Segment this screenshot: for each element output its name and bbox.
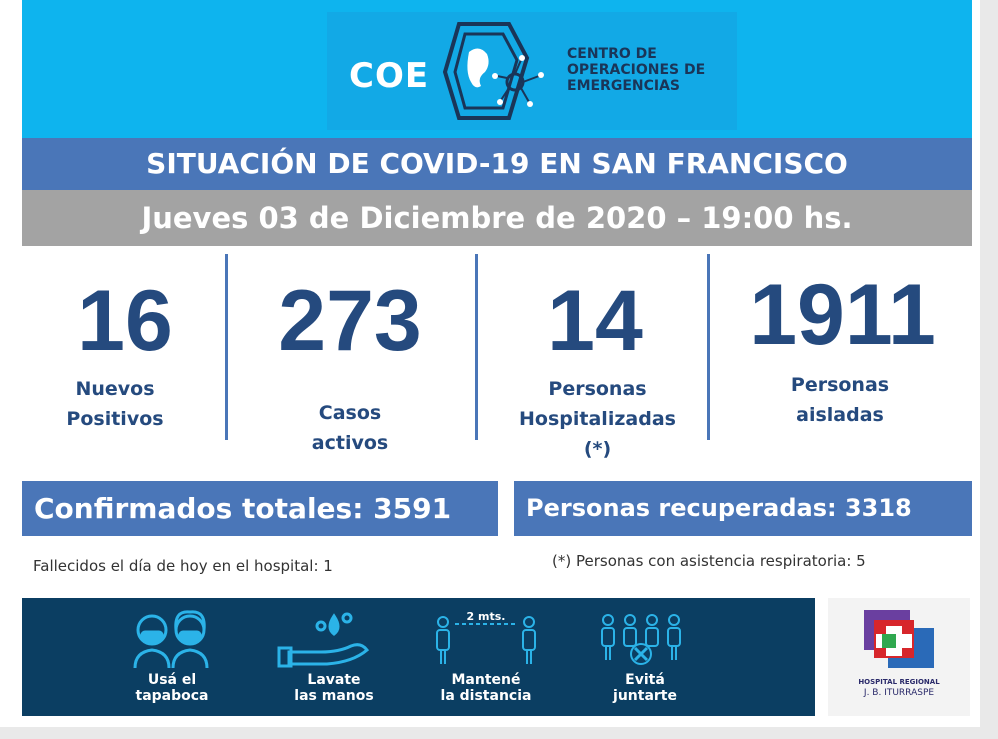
tip-lavate-label: Lavate las manos — [294, 672, 374, 704]
hospital-name-line-1: HOSPITAL REGIONAL — [858, 678, 940, 686]
virus-hexagon-icon — [442, 22, 544, 120]
header-banner: COE CENTRO DE OPERACIONES DE EMERGENCIAS — [22, 0, 972, 138]
stat-label-aisladas: Personas aisladas — [790, 374, 890, 426]
coe-logo: COE CENTRO DE OPERACIONES DE EMERGENCIAS — [327, 12, 737, 130]
mask-icon — [133, 610, 209, 669]
tip-distancia-label: Mantené la distancia — [440, 672, 532, 704]
tip-tapaboca: Usá el tapaboca — [97, 598, 247, 716]
distance-icon: 2 mts. — [436, 610, 536, 664]
confirmados-totales: Confirmados totales: 3591 — [22, 481, 498, 536]
org-name-line-3: EMERGENCIAS — [567, 78, 681, 94]
org-name-line-2: OPERACIONES DE — [567, 62, 706, 78]
stat-value-nuevos-positivos: 16 — [77, 273, 173, 369]
wash-hands-icon — [277, 612, 370, 668]
report-title: SITUACIÓN DE COVID-19 EN SAN FRANCISCO — [22, 138, 972, 190]
hospital-name-line-2: J. B. ITURRASPE — [863, 688, 935, 698]
personas-recuperadas: Personas recuperadas: 3318 — [514, 481, 972, 536]
stat-divider — [475, 254, 478, 440]
no-gathering-icon — [601, 614, 681, 665]
org-name-line-1: CENTRO DE — [567, 46, 657, 62]
stat-value-casos-activos: 273 — [278, 273, 422, 369]
hospital-logo: HOSPITAL REGIONAL J. B. ITURRASPE — [828, 598, 970, 716]
tip-tapaboca-label: Usá el tapaboca — [135, 672, 209, 704]
stat-label-hospitalizadas: Personas Hospitalizadas (*) — [519, 378, 676, 460]
stat-divider — [225, 254, 228, 440]
report-date: Jueves 03 de Diciembre de 2020 – 19:00 h… — [22, 190, 972, 246]
distance-label: 2 mts. — [467, 610, 506, 623]
stat-divider — [707, 254, 710, 440]
tip-juntarte: Evitá juntarte — [570, 598, 720, 716]
prevention-tips-bar: Usá el tapaboca Lavate las manos — [22, 598, 815, 716]
stat-label-casos-activos: Casos activos — [311, 402, 389, 454]
stat-value-hospitalizadas: 14 — [547, 273, 643, 369]
stat-label-nuevos-positivos: Nuevos Positivos — [66, 378, 164, 430]
tip-lavate: Lavate las manos — [259, 598, 409, 716]
covid-report-card: COE CENTRO DE OPERACIONES DE EMERGENCIAS — [0, 0, 980, 727]
respiratoria-note: (*) Personas con asistencia respiratoria… — [552, 552, 866, 570]
coe-logo-text: COE — [349, 56, 430, 96]
fallecidos-note: Fallecidos el día de hoy en el hospital:… — [33, 557, 333, 575]
tip-juntarte-label: Evitá juntarte — [613, 672, 677, 704]
hospital-cross-icon — [864, 610, 934, 668]
tip-distancia: 2 mts. Mantené la distancia — [411, 598, 561, 716]
stat-value-aisladas: 1911 — [749, 267, 936, 363]
